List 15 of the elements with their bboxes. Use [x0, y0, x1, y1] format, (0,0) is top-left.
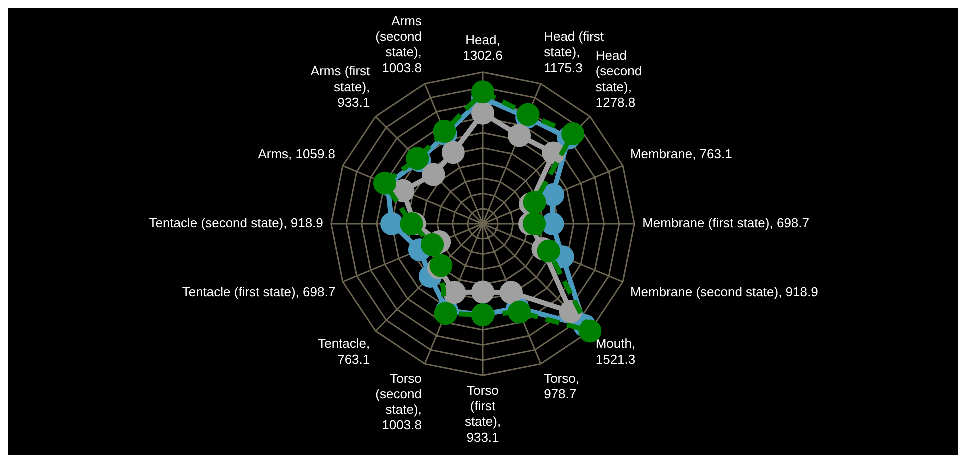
spoke-label: Tentacle, 763.1 [318, 336, 370, 367]
spoke-label: Torso (first state), 933.1 [464, 382, 502, 445]
spoke-label: Head, 1302.6 [463, 32, 503, 64]
spoke-label: Torso (second state), 1003.8 [376, 370, 422, 433]
spoke-label: Arms (second state), 1003.8 [376, 14, 422, 76]
spoke-label: Membrane (second state), 918.9 [630, 284, 818, 300]
spoke-label: Torso, 978.7 [544, 370, 580, 402]
spoke-label: Head (second state), 1278.8 [596, 48, 642, 110]
spoke-label: Membrane (first state), 698.7 [642, 216, 810, 231]
spoke-label: Arms (first state), 933.1 [310, 64, 371, 110]
spoke-label: Tentacle (second state), 918.9 [149, 216, 324, 231]
spoke-label: Mouth, 1521.3 [596, 336, 636, 367]
spoke-label: Tentacle (first state), 698.7 [182, 284, 336, 300]
spoke-label: Membrane, 763.1 [630, 146, 732, 162]
spoke-label: Arms, 1059.8 [258, 146, 336, 162]
